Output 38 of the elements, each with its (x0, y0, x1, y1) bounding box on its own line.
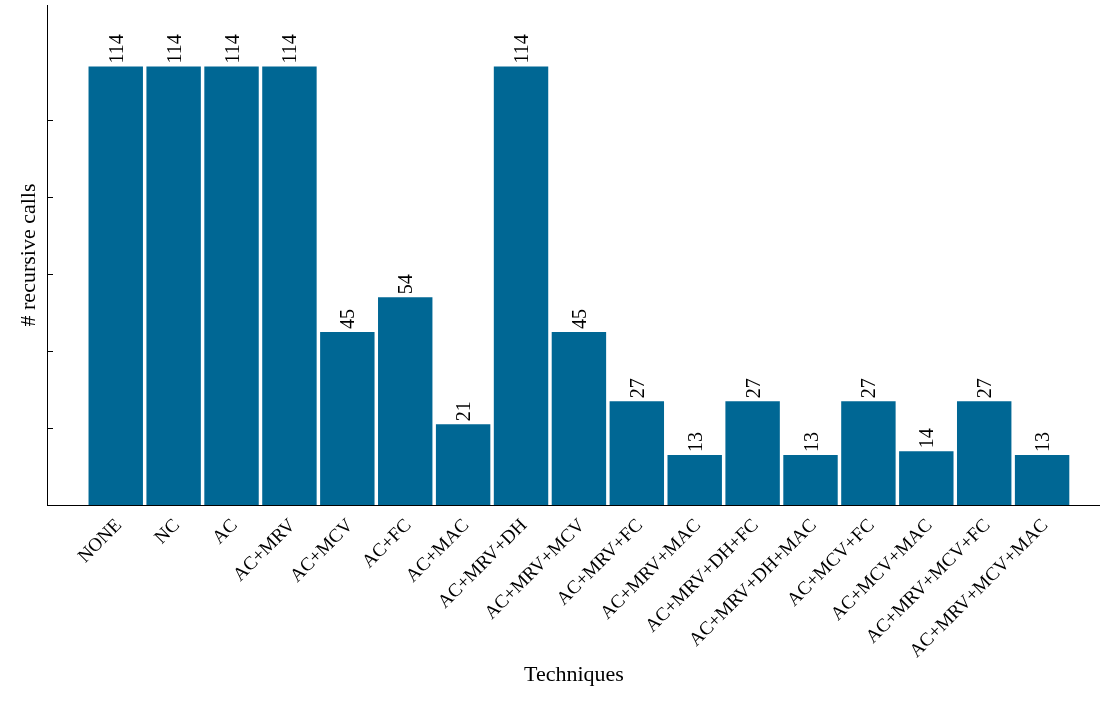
bar (262, 66, 317, 505)
data-label: 45 (336, 308, 359, 329)
data-label: 54 (394, 274, 417, 295)
x-tick-label: AC (207, 514, 242, 548)
bar (88, 66, 143, 505)
bar (146, 66, 201, 505)
data-label: 27 (625, 378, 648, 399)
bar (435, 424, 491, 505)
data-label: 27 (857, 378, 880, 399)
x-tick-label: NC (149, 514, 184, 548)
bar (493, 66, 549, 505)
data-label: 27 (741, 378, 764, 399)
data-label: 13 (799, 432, 822, 452)
data-label: 27 (973, 378, 996, 399)
data-label: 21 (452, 401, 475, 422)
bar (899, 451, 954, 505)
bar (320, 331, 375, 505)
bar (956, 401, 1012, 505)
data-label: 13 (1031, 432, 1054, 452)
data-label: 14 (915, 428, 938, 449)
data-label: 114 (278, 34, 301, 64)
y-axis-title: # recursive calls (14, 183, 40, 327)
data-label: 45 (567, 308, 590, 329)
bar (609, 401, 665, 505)
bar (725, 401, 780, 505)
data-label: 114 (162, 34, 185, 64)
bar (667, 455, 722, 505)
bar (783, 455, 838, 505)
data-label: 114 (510, 34, 533, 64)
data-label: 114 (220, 34, 243, 64)
bar (551, 331, 607, 505)
bar (841, 401, 896, 505)
data-label: 114 (104, 34, 127, 64)
data-label: 13 (683, 432, 706, 452)
bar (1014, 455, 1070, 505)
bar (378, 297, 433, 505)
bar (204, 66, 259, 505)
x-axis-title: Techniques (524, 661, 624, 686)
